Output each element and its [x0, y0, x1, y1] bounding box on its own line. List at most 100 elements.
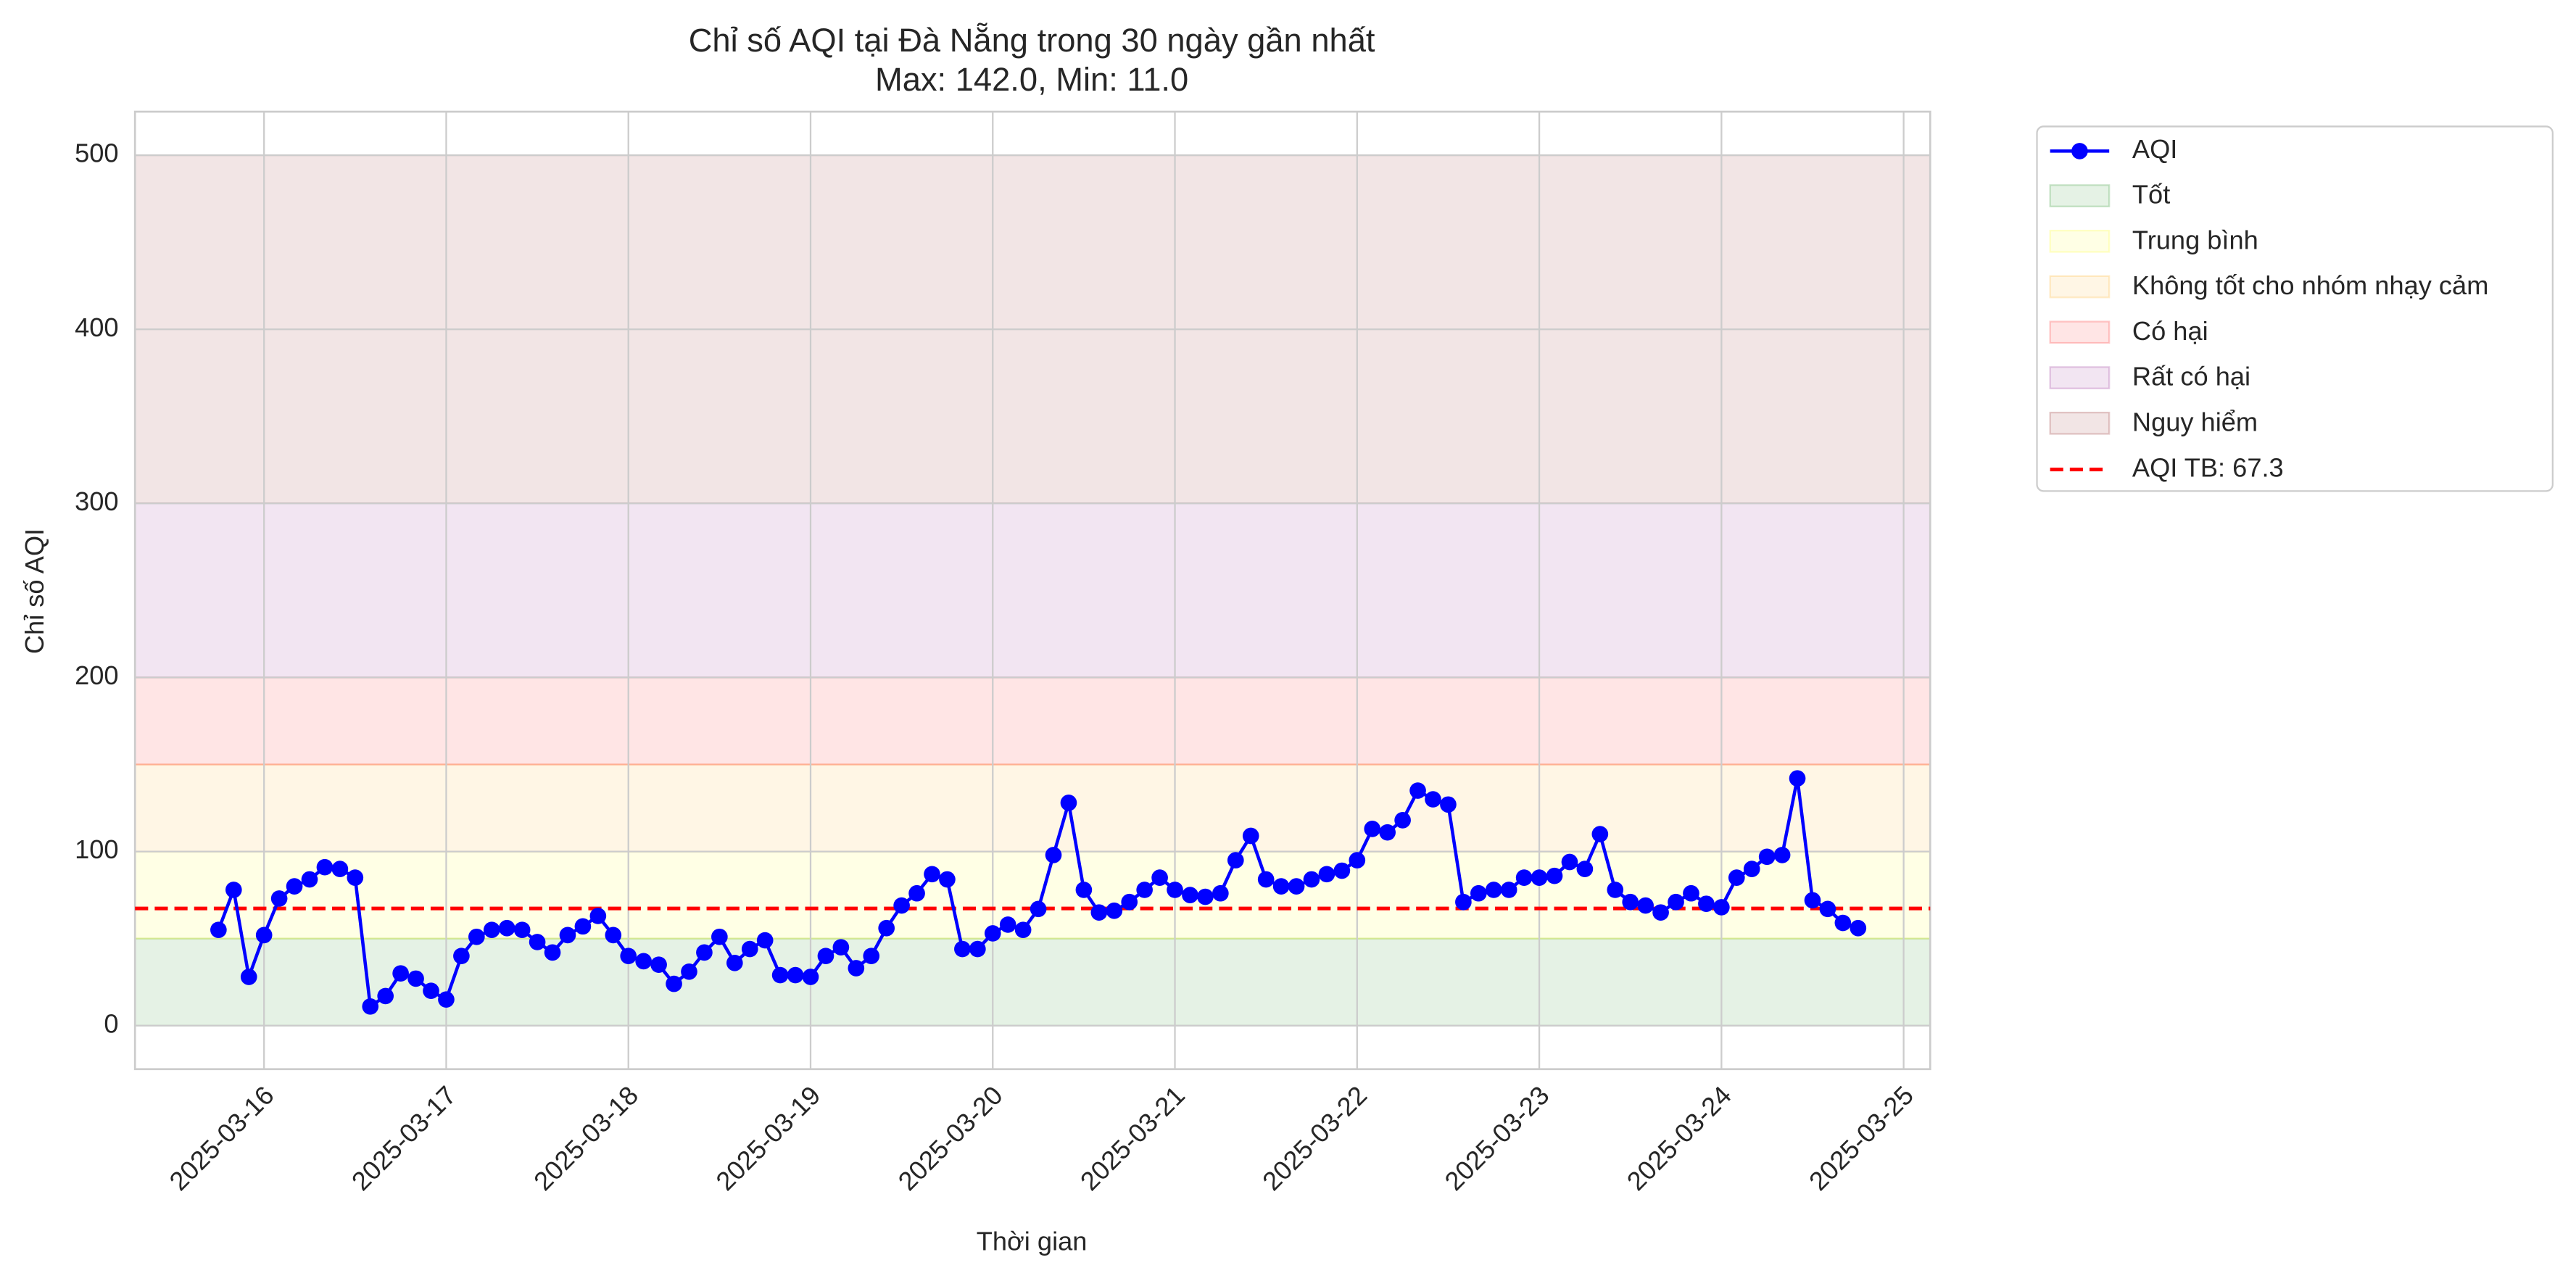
legend-label: Không tốt cho nhóm nhạy cảm [2132, 270, 2488, 300]
aqi-point [1758, 848, 1776, 866]
aqi-point [1030, 900, 1047, 918]
aqi-point [954, 940, 971, 958]
aqi-point [438, 991, 455, 1008]
aqi-point [681, 963, 697, 980]
x-tick-label: 2025-03-16 [164, 1080, 280, 1196]
aqi-point [1349, 852, 1366, 868]
aqi-point [1182, 887, 1198, 903]
aqi-point [377, 987, 394, 1005]
aqi-point [301, 871, 318, 888]
aqi-point [666, 975, 682, 992]
x-tick-label: 2025-03-25 [1803, 1080, 1919, 1196]
aqi-point [1075, 882, 1093, 898]
aqi-point [756, 932, 774, 949]
aqi-point [939, 871, 956, 888]
aqi-point [908, 884, 925, 902]
aqi-point [1197, 888, 1214, 905]
aqi-point [999, 916, 1016, 933]
aqi-point [483, 921, 500, 938]
aqi-point [210, 921, 227, 938]
aqi-point [1409, 782, 1426, 799]
aqi-point [1713, 899, 1730, 916]
aqi-point [1060, 795, 1077, 811]
x-tick-label: 2025-03-21 [1074, 1080, 1190, 1196]
legend-marker [2071, 143, 2088, 159]
aqi-point [1637, 897, 1654, 914]
aqi-point [1850, 919, 1867, 937]
aqi-point [316, 858, 334, 876]
x-tick-label: 2025-03-20 [893, 1080, 1009, 1196]
aqi-point [878, 919, 895, 937]
aqi-point [453, 948, 470, 965]
aqi-point [893, 897, 910, 914]
legend-swatch [2049, 275, 2111, 299]
y-tick-label: 300 [75, 486, 118, 516]
aqi-point [1090, 904, 1108, 921]
aqi-point [270, 890, 288, 907]
aqi-point [1515, 869, 1533, 886]
aqi-point [1379, 824, 1396, 841]
aqi-point [1789, 770, 1806, 787]
aqi-point [1500, 882, 1517, 898]
aqi-point [1743, 861, 1760, 877]
aqi-point [1607, 882, 1624, 898]
aqi-point [1257, 871, 1275, 888]
aqi-point [1167, 882, 1183, 898]
aqi-point [574, 918, 592, 935]
aqi-point [969, 940, 986, 958]
aqi-point [1212, 884, 1229, 902]
aqi-point [347, 869, 364, 886]
aqi-point [1394, 812, 1411, 829]
aqi-point [1546, 867, 1563, 884]
aqi-point [407, 970, 424, 987]
aqi-point [1470, 884, 1487, 902]
aqi-point [605, 926, 622, 944]
aqi-point [1045, 847, 1062, 863]
chart-title: Chỉ số AQI tại Đà Nẵng trong 30 ngày gần… [689, 22, 1375, 59]
aqi-point [1804, 892, 1821, 909]
aqi-point [1668, 893, 1684, 911]
y-axis-label: Chỉ số AQI [20, 528, 49, 654]
aqi-point [1272, 878, 1290, 895]
legend: AQI Tốt Trung bình Không tốt cho nhóm nhạy … [2036, 125, 2554, 492]
aqi-point [1698, 895, 1715, 912]
aqi-point [1242, 827, 1259, 845]
aqi-point [1106, 902, 1123, 919]
aqi-point [513, 921, 531, 938]
aqi-point [787, 966, 804, 984]
aqi-point [1773, 847, 1791, 863]
aqi-point [529, 934, 546, 950]
aqi-point [559, 926, 576, 944]
legend-label: Trung bình [2132, 225, 2258, 254]
aqi-point [1014, 921, 1032, 938]
aqi-point [802, 969, 819, 985]
aqi-point [225, 882, 242, 898]
aqi-band [134, 676, 1931, 766]
aqi-point [1364, 821, 1381, 837]
y-tick-label: 100 [75, 834, 118, 864]
aqi-point [1227, 852, 1244, 868]
aqi-band [134, 850, 1931, 940]
legend-swatch [2049, 366, 2111, 389]
aqi-point [286, 878, 303, 895]
aqi-point [544, 944, 561, 961]
y-tick-label: 500 [75, 138, 118, 168]
aqi-point [984, 925, 1001, 942]
legend-label: Tốt [2132, 180, 2170, 210]
aqi-point [711, 928, 728, 945]
aqi-point [1652, 904, 1669, 921]
legend-label: AQI [2132, 134, 2177, 164]
x-tick-label: 2025-03-24 [1621, 1080, 1737, 1196]
aqi-point [1485, 882, 1502, 898]
legend-label: AQI TB: 67.3 [2132, 452, 2284, 482]
aqi-band [134, 502, 1931, 679]
x-tick-label: 2025-03-22 [1256, 1080, 1372, 1196]
x-tick-label: 2025-03-19 [710, 1080, 826, 1196]
aqi-point [1622, 893, 1639, 911]
aqi-point [468, 928, 485, 945]
legend-swatch [2049, 184, 2111, 207]
legend-swatch [2049, 320, 2111, 344]
aqi-point [863, 948, 880, 965]
aqi-point [1151, 869, 1168, 886]
